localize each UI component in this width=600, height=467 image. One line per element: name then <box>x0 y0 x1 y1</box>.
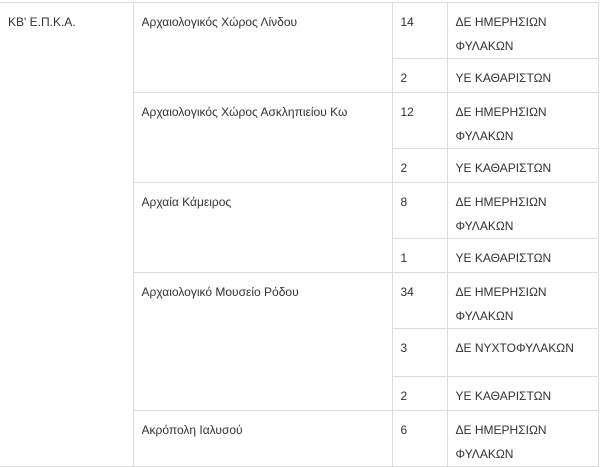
site-name-cell: Αρχαιολογικό Μουσείο Ρόδου <box>132 272 393 411</box>
count-cell: 2 <box>391 58 448 93</box>
role-cell: ΥΕ ΚΑΘΑΡΙΣΤΩΝ <box>446 148 599 183</box>
table-row: 2 ΥΕ ΚΑΘΑΡΙΣΤΩΝ <box>0 376 599 411</box>
role-cell: ΥΕ ΚΑΘΑΡΙΣΤΩΝ <box>446 376 599 411</box>
table-row: 3 ΔΕ ΝΥΧΤΟΦΥΛΑΚΩΝ <box>0 328 599 377</box>
count-cell: 2 <box>391 376 448 411</box>
role-cell: ΔΕ ΝΥΧΤΟΦΥΛΑΚΩΝ <box>446 328 599 377</box>
role-cell: ΔΕ ΗΜΕΡΗΣΙΩΝ ΦΥΛΑΚΩΝ <box>446 410 599 467</box>
table-row: Αρχαιολογικός Χώρος Ασκληπιείου Κω 12 ΔΕ Η… <box>0 92 599 183</box>
role-cell: ΥΕ ΚΑΘΑΡΙΣΤΩΝ <box>446 238 599 273</box>
count-cell: 6 <box>391 410 448 467</box>
site-name-cell: Ακρόπολη Ιαλυσού <box>132 410 393 467</box>
count-cell: 14 <box>391 2 448 59</box>
table-row: 2 ΥΕ ΚΑΘΑΡΙΣΤΩΝ <box>0 148 599 183</box>
table-row: Αρχαιολογικό Μουσείο Ρόδου 34 ΔΕ ΗΜΕΡΗΣΙΩΝ… <box>0 272 599 411</box>
role-cell: ΔΕ ΗΜΕΡΗΣΙΩΝ ΦΥΛΑΚΩΝ <box>446 92 599 149</box>
site-name-cell: Αρχαιολογικός Χώρος Λίνδου <box>132 2 393 93</box>
org-cell: ΚΒ' Ε.Π.Κ.Α. <box>0 2 134 467</box>
count-cell: 1 <box>391 238 448 273</box>
role-cell: ΔΕ ΗΜΕΡΗΣΙΩΝ ΦΥΛΑΚΩΝ <box>446 182 599 239</box>
count-cell: 12 <box>391 92 448 149</box>
site-name-cell: Αρχαία Κάμειρος <box>132 182 393 273</box>
role-cell: ΔΕ ΗΜΕΡΗΣΙΩΝ ΦΥΛΑΚΩΝ <box>446 2 599 59</box>
count-cell: 3 <box>391 328 448 377</box>
count-cell: 2 <box>391 148 448 183</box>
count-cell: 34 <box>391 272 448 329</box>
site-name-cell: Αρχαιολογικός Χώρος Ασκληπιείου Κω <box>132 92 393 183</box>
count-cell: 8 <box>391 182 448 239</box>
table-row: Αρχαία Κάμειρος 8 ΔΕ ΗΜΕΡΗΣΙΩΝ ΦΥΛΑΚΩΝ <box>0 182 599 273</box>
role-cell: ΥΕ ΚΑΘΑΡΙΣΤΩΝ <box>446 58 599 93</box>
role-cell: ΔΕ ΗΜΕΡΗΣΙΩΝ ΦΥΛΑΚΩΝ <box>446 272 599 329</box>
